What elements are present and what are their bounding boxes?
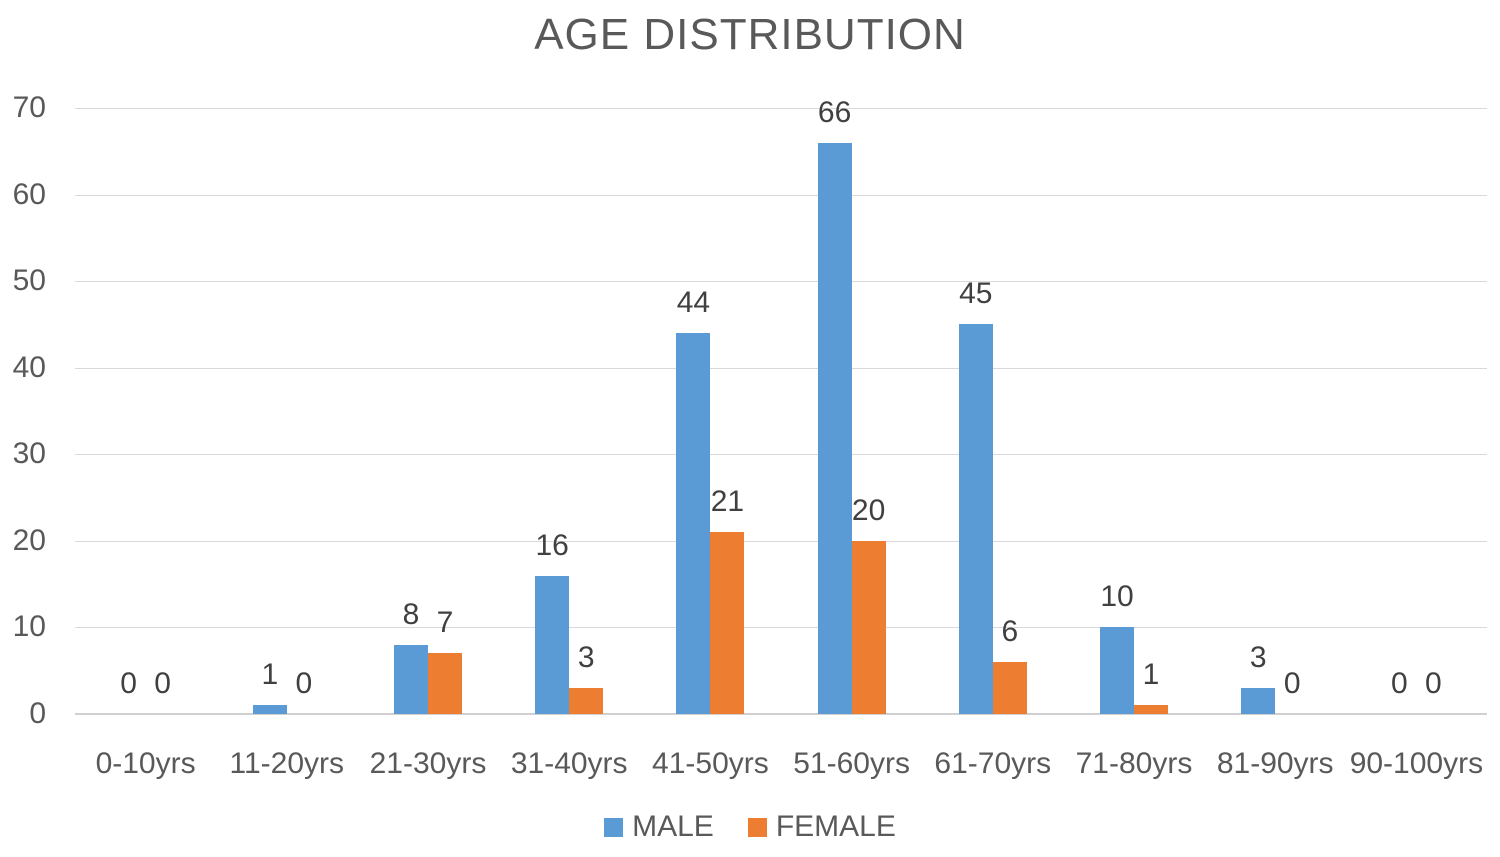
chart-title: AGE DISTRIBUTION: [534, 10, 966, 59]
gridline-20: [75, 540, 1487, 542]
legend: MALE FEMALE: [0, 810, 1500, 844]
x-axis-label-90-100yrs: 90-100yrs: [1349, 747, 1484, 780]
bar-female-71-80yrs: [1134, 705, 1168, 714]
bar-male-11-20yrs: [252, 705, 287, 714]
data-label-female-61-70yrs: 6: [1001, 615, 1019, 649]
data-label-male-0-10yrs: 0: [120, 667, 137, 700]
bar-female-51-60yrs: [851, 540, 886, 714]
bar-male-21-30yrs: [394, 644, 428, 714]
x-axis-label-61-70yrs: 61-70yrs: [934, 747, 1052, 780]
y-axis-label-0: 0: [29, 697, 46, 730]
bar-male-51-60yrs: [817, 142, 852, 714]
x-axis-label-71-80yrs: 71-80yrs: [1075, 747, 1193, 780]
data-label-male-51-60yrs: 66: [817, 95, 852, 129]
x-axis-label-51-60yrs: 51-60yrs: [793, 747, 910, 780]
data-label-female-21-30yrs: 7: [436, 606, 454, 640]
bar-male-61-70yrs: [958, 324, 993, 714]
data-label-male-61-70yrs: 45: [959, 277, 993, 311]
bar-female-41-50yrs: [710, 532, 745, 714]
bar-female-31-40yrs: [569, 688, 604, 714]
gridline-70: [75, 108, 1487, 109]
bar-male-81-90yrs: [1241, 688, 1276, 714]
data-label-male-21-30yrs: 8: [402, 597, 420, 631]
legend-swatch-male-icon: [604, 817, 624, 837]
bar-female-21-30yrs: [428, 653, 462, 714]
y-axis-label-10: 10: [12, 610, 46, 644]
data-label-male-71-80yrs: 10: [1100, 580, 1134, 614]
x-axis-label-0-10yrs: 0-10yrs: [95, 747, 196, 780]
y-axis-label-40: 40: [12, 350, 46, 384]
data-label-male-90-100yrs: 0: [1391, 667, 1408, 700]
data-label-female-0-10yrs: 0: [154, 667, 171, 700]
legend-item-female: FEMALE: [747, 810, 896, 844]
gridline-30: [75, 454, 1487, 456]
bar-male-31-40yrs: [535, 575, 570, 714]
data-label-female-81-90yrs: 0: [1283, 667, 1301, 700]
legend-item-male: MALE: [604, 810, 714, 844]
y-axis-label-20: 20: [12, 523, 46, 557]
gridline-10: [75, 627, 1487, 629]
y-axis-label-70: 70: [12, 91, 46, 124]
data-label-female-31-40yrs: 3: [577, 641, 595, 674]
bar-male-41-50yrs: [676, 333, 711, 714]
legend-label-female: FEMALE: [775, 810, 896, 843]
data-label-male-41-50yrs: 44: [676, 286, 711, 320]
data-label-female-90-100yrs: 0: [1425, 667, 1442, 700]
gridline-60: [75, 194, 1487, 196]
data-label-male-81-90yrs: 3: [1249, 641, 1267, 674]
x-axis-label-21-30yrs: 21-30yrs: [369, 747, 487, 780]
y-axis-label-30: 30: [12, 437, 46, 471]
x-axis-label-31-40yrs: 31-40yrs: [510, 747, 628, 780]
gridline-50: [75, 281, 1487, 283]
legend-swatch-female-icon: [747, 817, 767, 837]
data-label-male-31-40yrs: 16: [535, 528, 569, 562]
data-label-female-41-50yrs: 21: [710, 485, 745, 519]
legend-label-male: MALE: [632, 810, 714, 843]
data-label-female-71-80yrs: 1: [1142, 658, 1160, 692]
x-axis-label-81-90yrs: 81-90yrs: [1216, 747, 1334, 780]
x-axis-line: [75, 713, 1487, 715]
data-label-female-51-60yrs: 20: [851, 493, 886, 527]
bar-male-71-80yrs: [1100, 627, 1134, 714]
bar-female-61-70yrs: [992, 662, 1027, 714]
data-label-female-11-20yrs: 0: [295, 667, 313, 700]
gridline-40: [75, 367, 1487, 369]
y-axis-label-50: 50: [12, 264, 46, 298]
x-axis-label-41-50yrs: 41-50yrs: [652, 747, 769, 780]
data-label-male-11-20yrs: 1: [261, 658, 279, 692]
y-axis-label-60: 60: [12, 177, 46, 211]
x-axis-label-11-20yrs: 11-20yrs: [229, 747, 345, 780]
